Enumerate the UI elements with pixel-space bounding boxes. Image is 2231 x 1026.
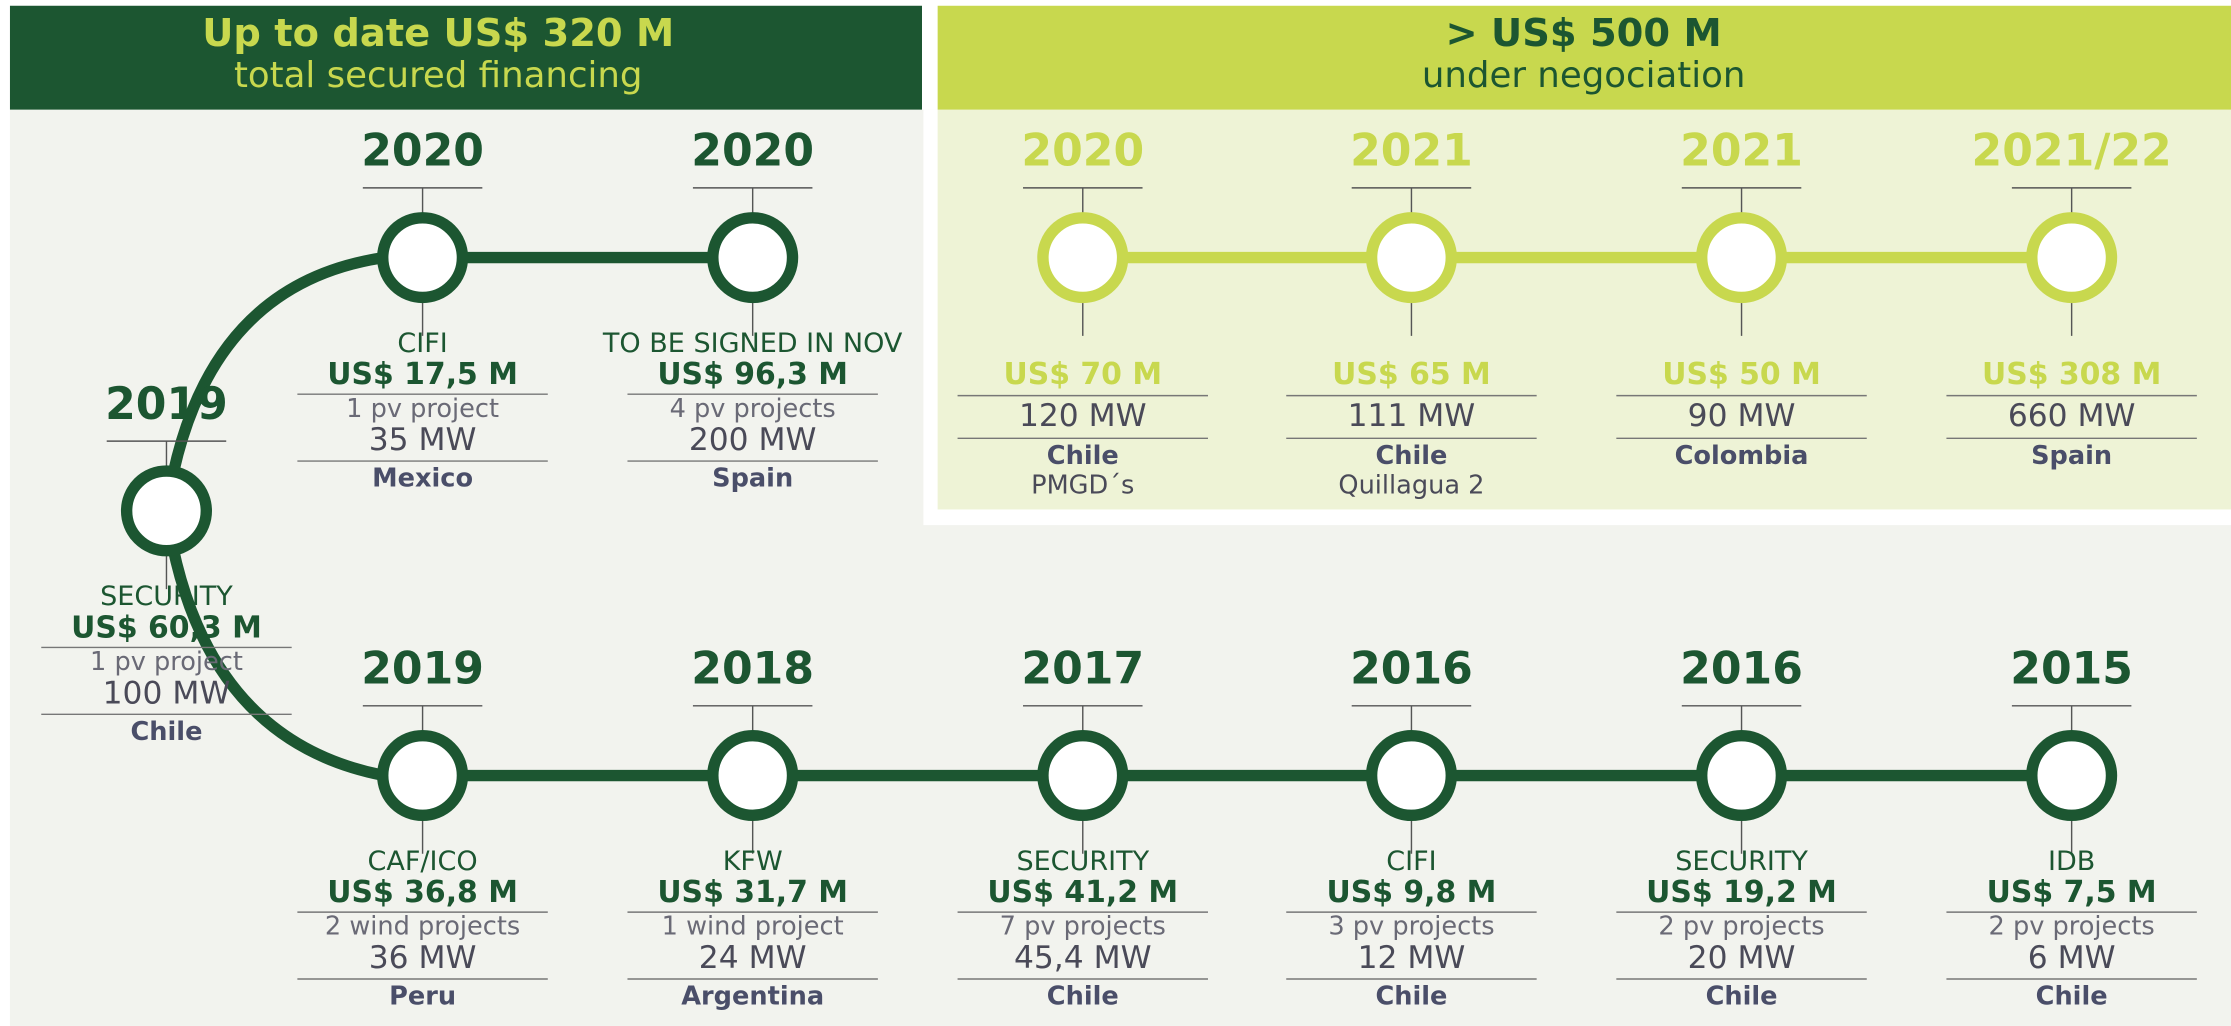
detail: 1 pv project	[346, 394, 499, 424]
lender: SECURITY	[1016, 846, 1149, 877]
amount: US$ 96,3 M	[657, 357, 848, 392]
amount: US$ 36,8 M	[327, 875, 518, 910]
year: 2020	[361, 126, 484, 177]
country: Chile	[1375, 441, 1447, 471]
lender: CIFI	[397, 328, 447, 359]
year: 2021/22	[1972, 126, 2172, 177]
year: 2019	[361, 644, 484, 695]
year: 2019	[105, 379, 228, 430]
detail: 1 pv project	[90, 647, 243, 677]
country: Chile	[1375, 981, 1447, 1011]
amount: US$ 65 M	[1332, 357, 1491, 392]
year: 2016	[1350, 644, 1473, 695]
amount: US$ 19,2 M	[1646, 875, 1837, 910]
lender: KFW	[723, 846, 783, 877]
amount: US$ 7,5 M	[1987, 875, 2157, 910]
milestone	[1696, 729, 1788, 822]
amount: US$ 17,5 M	[327, 357, 518, 392]
lender: IDB	[2048, 846, 2095, 877]
amount: US$ 50 M	[1662, 357, 1821, 392]
capacity: 24 MW	[699, 940, 807, 976]
detail: 2 pv projects	[1658, 912, 1824, 942]
year: 2021	[1350, 126, 1473, 177]
country: Colombia	[1675, 441, 1809, 471]
capacity: 660 MW	[2008, 398, 2136, 434]
detail: 2 wind projects	[325, 912, 520, 942]
lender: TO BE SIGNED IN NOV	[602, 328, 903, 359]
milestone	[1037, 212, 1129, 304]
milestone	[2026, 212, 2118, 304]
capacity: 45,4 MW	[1014, 940, 1152, 976]
country: Mexico	[372, 464, 473, 494]
negotiation-panel	[937, 109, 2231, 510]
country: Argentina	[681, 981, 824, 1011]
detail: 3 pv projects	[1328, 912, 1494, 942]
year: 2017	[1021, 644, 1144, 695]
note: Quillagua 2	[1338, 471, 1484, 501]
milestone	[120, 465, 213, 557]
header-title: > US$ 500 M	[1445, 11, 1721, 56]
amount: US$ 60,3 M	[71, 610, 262, 645]
detail: 7 pv projects	[1000, 912, 1166, 942]
milestone	[377, 729, 469, 822]
country: Peru	[389, 981, 456, 1011]
lender: CIFI	[1386, 846, 1436, 877]
year: 2015	[2010, 644, 2133, 695]
milestone	[1365, 212, 1457, 304]
detail: 4 pv projects	[670, 394, 836, 424]
capacity: 20 MW	[1688, 940, 1796, 976]
note: PMGD´s	[1031, 471, 1134, 501]
milestone	[2026, 729, 2118, 822]
lender: SECURITY	[100, 581, 233, 612]
capacity: 100 MW	[103, 675, 231, 711]
header-subtitle: total secured financing	[234, 55, 643, 96]
country: Chile	[1047, 441, 1119, 471]
milestone	[1037, 729, 1129, 822]
year: 2018	[691, 644, 814, 695]
capacity: 36 MW	[369, 940, 477, 976]
lender: SECURITY	[1675, 846, 1808, 877]
capacity: 35 MW	[369, 422, 477, 458]
capacity: 111 MW	[1348, 398, 1476, 434]
country: Chile	[130, 717, 202, 747]
header-title: Up to date US$ 320 M	[202, 11, 674, 56]
country: Chile	[1047, 981, 1119, 1011]
milestone	[707, 729, 799, 822]
capacity: 200 MW	[689, 422, 817, 458]
milestone	[1365, 729, 1457, 822]
connector	[160, 510, 386, 782]
amount: US$ 9,8 M	[1326, 875, 1496, 910]
country: Spain	[712, 464, 793, 494]
year: 2020	[1021, 126, 1144, 177]
amount: US$ 31,7 M	[657, 875, 848, 910]
amount: US$ 70 M	[1003, 357, 1162, 392]
country: Chile	[1706, 981, 1778, 1011]
capacity: 12 MW	[1358, 940, 1466, 976]
country: Spain	[2031, 441, 2112, 471]
amount: US$ 41,2 M	[987, 875, 1178, 910]
connector	[160, 251, 385, 512]
detail: 1 wind project	[662, 912, 844, 942]
year: 2021	[1680, 126, 1803, 177]
country: Chile	[2036, 981, 2108, 1011]
capacity: 6 MW	[2028, 940, 2116, 976]
capacity: 90 MW	[1688, 398, 1796, 434]
capacity: 120 MW	[1019, 398, 1147, 434]
lender: CAF/ICO	[368, 846, 478, 877]
negotiation-header	[937, 5, 2231, 110]
year: 2016	[1680, 644, 1803, 695]
amount: US$ 308 M	[1982, 357, 2161, 392]
secured-header	[9, 5, 922, 110]
milestone	[1696, 212, 1788, 304]
milestone	[707, 212, 799, 304]
milestone	[377, 212, 469, 304]
detail: 2 pv projects	[1989, 912, 2155, 942]
year: 2020	[691, 126, 814, 177]
header-subtitle: under negociation	[1422, 55, 1746, 96]
